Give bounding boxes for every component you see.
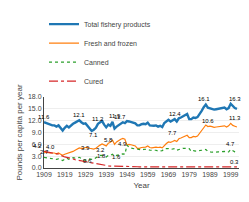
svg-text:1949: 1949 [119,171,135,178]
svg-text:11.9: 11.9 [109,113,121,119]
svg-text:1939: 1939 [98,171,114,178]
svg-text:11.3: 11.3 [229,115,241,121]
svg-text:1999: 1999 [223,171,239,178]
svg-text:1909: 1909 [36,171,52,178]
svg-text:2.7: 2.7 [40,149,49,155]
svg-text:3.9: 3.9 [81,145,90,151]
svg-text:11.2: 11.2 [92,116,104,122]
svg-text:11.7: 11.7 [114,114,126,120]
svg-text:1.6: 1.6 [112,154,121,160]
svg-text:0.0: 0.0 [32,164,42,171]
svg-text:12.0: 12.0 [28,117,42,124]
svg-text:10.6: 10.6 [202,118,214,124]
svg-text:4.0: 4.0 [46,144,55,150]
svg-text:1969: 1969 [161,171,177,178]
svg-text:9.0: 9.0 [32,129,42,136]
svg-text:1.8: 1.8 [97,153,106,159]
svg-text:18.0: 18.0 [28,93,42,100]
svg-text:12.1: 12.1 [73,112,85,118]
svg-text:15.0: 15.0 [28,105,42,112]
svg-text:11.6: 11.6 [38,114,50,120]
svg-text:3.2: 3.2 [96,147,105,153]
svg-text:Cured: Cured [84,78,103,85]
svg-text:0.3: 0.3 [230,159,239,165]
svg-text:0.6: 0.6 [83,158,92,164]
svg-text:Canned: Canned [84,59,109,66]
svg-text:4.7: 4.7 [226,141,235,147]
svg-text:1959: 1959 [140,171,156,178]
svg-text:Total fishery products: Total fishery products [84,21,151,29]
svg-text:1979: 1979 [181,171,197,178]
svg-text:6.0: 6.0 [32,141,42,148]
svg-text:7.1: 7.1 [89,132,98,138]
svg-text:3.0: 3.0 [32,153,42,160]
svg-text:16.1: 16.1 [198,96,210,102]
svg-text:16.3: 16.3 [229,96,241,102]
svg-text:7.7: 7.7 [168,130,177,136]
svg-text:Pounds per capita per year: Pounds per capita per year [15,84,24,180]
svg-text:5.8: 5.8 [104,137,113,143]
svg-text:4.2: 4.2 [33,143,42,149]
svg-text:4.9: 4.9 [118,141,127,147]
svg-text:Year: Year [133,181,150,190]
svg-text:12.4: 12.4 [169,111,181,117]
svg-text:1989: 1989 [202,171,218,178]
svg-text:1919: 1919 [57,171,73,178]
svg-text:Fresh and frozen: Fresh and frozen [84,40,137,47]
svg-text:1929: 1929 [78,171,94,178]
